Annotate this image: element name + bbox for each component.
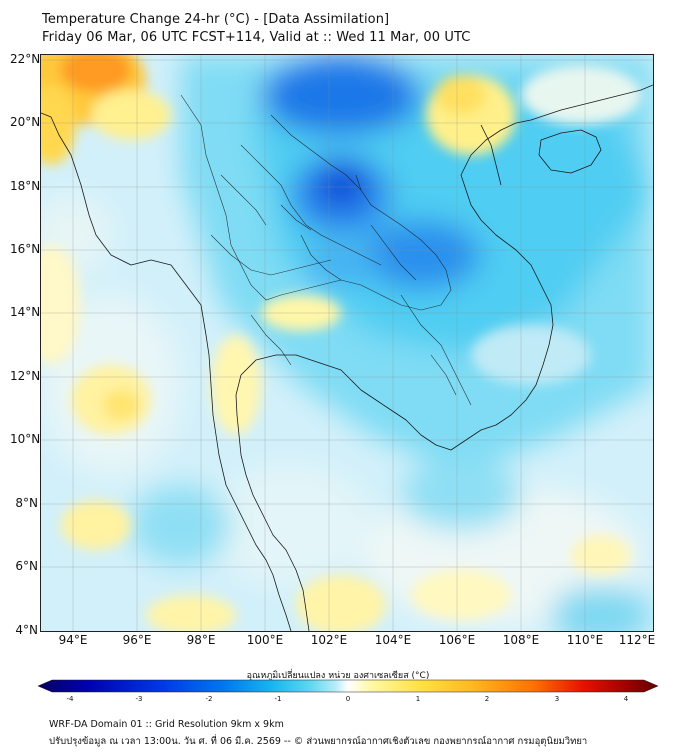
colorbar-tick: -3: [135, 695, 143, 703]
colorbar-tick: 0: [345, 695, 351, 703]
lat-label: 6°N: [15, 559, 38, 573]
map-canvas: [41, 55, 653, 631]
colorbar-bar: [38, 679, 658, 693]
lon-label: 106°E: [438, 633, 476, 647]
lon-label: 108°E: [502, 633, 540, 647]
colorbar-tick: -1: [274, 695, 282, 703]
lat-label: 4°N: [15, 623, 38, 637]
coastlines: [41, 84, 653, 631]
lon-label: 112°E: [618, 633, 656, 647]
colorbar-title: อุณหภูมิเปลี่ยนแปลง หน่วย องศาเซลเซียส (…: [246, 671, 430, 681]
colorbar: [38, 679, 658, 693]
lat-label: 16°N: [10, 242, 41, 256]
colorbar-tick: 3: [554, 695, 560, 703]
lon-label: 110°E: [566, 633, 604, 647]
lat-label: 18°N: [10, 179, 41, 193]
lat-label: 22°N: [10, 52, 41, 66]
lon-label: 96°E: [122, 633, 152, 647]
colorbar-tick: 4: [623, 695, 629, 703]
colorbar-tick: 1: [415, 695, 421, 703]
footer-model-info: WRF-DA Domain 01 :: Grid Resolution 9km …: [49, 719, 284, 730]
lat-label: 12°N: [10, 369, 41, 383]
admin-borders: [180, 94, 472, 406]
map-subtitle: Friday 06 Mar, 06 UTC FCST+114, Valid at…: [42, 30, 471, 45]
temperature-change-map: [40, 54, 654, 632]
lat-label: 14°N: [10, 305, 41, 319]
footer-credit: ปรับปรุงข้อมูล ณ เวลา 13:00น. วัน ศ. ที่…: [49, 736, 588, 747]
colorbar-tick: -2: [205, 695, 213, 703]
lon-label: 94°E: [58, 633, 88, 647]
lat-label: 8°N: [15, 496, 38, 510]
colorbar-tick: -4: [66, 695, 74, 703]
lat-label: 10°N: [10, 432, 41, 446]
lat-label: 20°N: [10, 115, 41, 129]
colorbar-tick: 2: [484, 695, 490, 703]
lon-label: 100°E: [246, 633, 284, 647]
lon-label: 104°E: [374, 633, 412, 647]
map-title: Temperature Change 24-hr (°C) - [Data As…: [42, 12, 390, 27]
lon-label: 102°E: [310, 633, 348, 647]
lon-label: 98°E: [186, 633, 216, 647]
graticule: [41, 55, 653, 631]
warm-anomalies: [41, 55, 641, 631]
